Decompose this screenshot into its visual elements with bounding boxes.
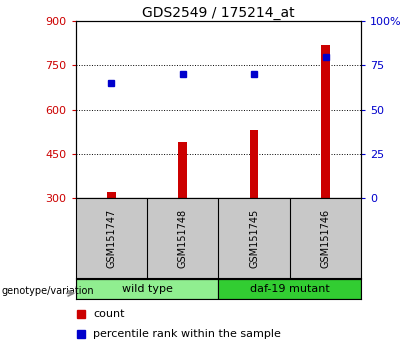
Text: GSM151748: GSM151748 (178, 209, 188, 268)
Text: GSM151745: GSM151745 (249, 209, 259, 268)
Bar (321, 45, 330, 198)
Bar (250, 130, 258, 198)
Bar (76, 279, 218, 299)
Title: GDS2549 / 175214_at: GDS2549 / 175214_at (142, 6, 295, 20)
Text: wild type: wild type (121, 284, 173, 294)
Text: genotype/variation: genotype/variation (2, 286, 94, 296)
Text: GSM151746: GSM151746 (320, 209, 331, 268)
Text: percentile rank within the sample: percentile rank within the sample (93, 329, 281, 339)
Text: daf-19 mutant: daf-19 mutant (250, 284, 330, 294)
Text: count: count (93, 309, 125, 319)
Bar (218, 279, 361, 299)
Bar (178, 142, 187, 198)
Bar (107, 192, 116, 198)
Text: GSM151747: GSM151747 (106, 209, 116, 268)
